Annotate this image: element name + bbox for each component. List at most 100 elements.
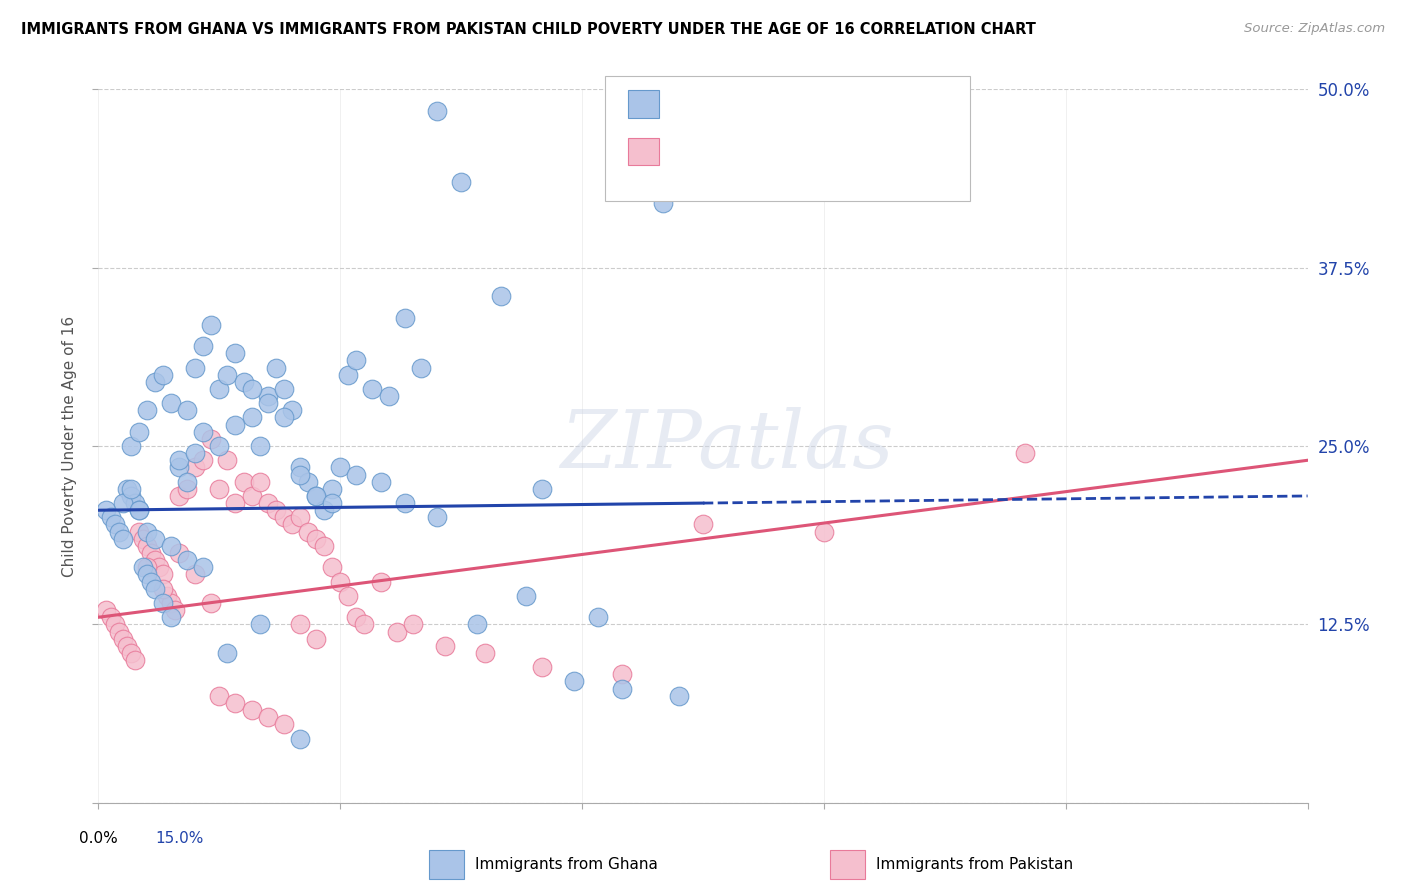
Text: Immigrants from Ghana: Immigrants from Ghana xyxy=(475,857,658,871)
Point xyxy=(224,696,246,710)
Point xyxy=(232,475,254,489)
Point xyxy=(111,496,134,510)
Point xyxy=(135,524,157,539)
Point xyxy=(139,546,162,560)
Point xyxy=(143,532,166,546)
Point xyxy=(103,517,125,532)
Point xyxy=(562,674,585,689)
Point xyxy=(321,496,343,510)
Point xyxy=(240,489,263,503)
Point xyxy=(256,496,278,510)
Point xyxy=(124,496,146,510)
Point xyxy=(491,289,513,303)
Point xyxy=(240,703,263,717)
Point xyxy=(132,560,155,574)
Point xyxy=(176,403,198,417)
Point xyxy=(288,510,311,524)
Point xyxy=(651,196,673,211)
Point xyxy=(264,503,287,517)
Point xyxy=(314,503,336,517)
Point xyxy=(297,524,319,539)
Point xyxy=(143,582,166,596)
Point xyxy=(813,524,835,539)
Point xyxy=(361,382,384,396)
Point xyxy=(120,482,142,496)
Point xyxy=(184,567,207,582)
Point xyxy=(249,439,271,453)
Y-axis label: Child Poverty Under the Age of 16: Child Poverty Under the Age of 16 xyxy=(62,316,77,576)
Point xyxy=(217,646,239,660)
Point xyxy=(160,610,183,624)
Point xyxy=(152,596,174,610)
Point xyxy=(668,689,690,703)
Point xyxy=(344,610,367,624)
Point xyxy=(100,610,122,624)
Point xyxy=(385,624,408,639)
Point xyxy=(217,368,239,382)
Point xyxy=(321,482,343,496)
Point xyxy=(314,539,336,553)
Point xyxy=(530,482,553,496)
Text: Immigrants from Pakistan: Immigrants from Pakistan xyxy=(876,857,1073,871)
Text: IMMIGRANTS FROM GHANA VS IMMIGRANTS FROM PAKISTAN CHILD POVERTY UNDER THE AGE OF: IMMIGRANTS FROM GHANA VS IMMIGRANTS FROM… xyxy=(21,22,1036,37)
Point xyxy=(288,617,311,632)
Point xyxy=(402,617,425,632)
Point xyxy=(111,632,134,646)
Point xyxy=(426,103,449,118)
Point xyxy=(297,475,319,489)
Point xyxy=(200,596,222,610)
Point xyxy=(612,681,634,696)
Point xyxy=(305,489,328,503)
Point xyxy=(288,467,311,482)
Point xyxy=(329,460,352,475)
Point xyxy=(152,567,174,582)
Point xyxy=(200,432,222,446)
Point xyxy=(273,510,295,524)
Point xyxy=(394,496,416,510)
Point xyxy=(111,532,134,546)
Point xyxy=(288,731,311,746)
Point xyxy=(409,360,432,375)
Point xyxy=(450,175,472,189)
Point xyxy=(305,489,328,503)
Point xyxy=(132,532,155,546)
Point xyxy=(96,503,118,517)
Point xyxy=(120,439,142,453)
Point xyxy=(184,460,207,475)
Point xyxy=(692,517,714,532)
Point xyxy=(256,710,278,724)
Point xyxy=(344,353,367,368)
Point xyxy=(148,560,170,574)
Text: R =  0.231   N = 64: R = 0.231 N = 64 xyxy=(671,140,862,158)
Point xyxy=(139,574,162,589)
Point xyxy=(256,389,278,403)
Point xyxy=(184,360,207,375)
Point xyxy=(163,603,186,617)
Point xyxy=(264,360,287,375)
Point xyxy=(156,589,179,603)
Point xyxy=(1014,446,1036,460)
Point xyxy=(152,582,174,596)
Point xyxy=(240,382,263,396)
Point xyxy=(465,617,488,632)
Point xyxy=(135,539,157,553)
Point xyxy=(184,446,207,460)
Point xyxy=(160,539,183,553)
Point xyxy=(273,382,295,396)
Point xyxy=(96,603,118,617)
Point xyxy=(281,403,304,417)
Point xyxy=(249,617,271,632)
Point xyxy=(305,632,328,646)
Point xyxy=(128,503,150,517)
Point xyxy=(176,475,198,489)
Point xyxy=(176,482,198,496)
Point xyxy=(434,639,457,653)
Point xyxy=(426,510,449,524)
Point xyxy=(344,467,367,482)
Point xyxy=(143,375,166,389)
Point xyxy=(124,653,146,667)
Point xyxy=(321,560,343,574)
Point xyxy=(273,717,295,731)
Text: R = 0.027   N = 87: R = 0.027 N = 87 xyxy=(671,93,855,111)
Point xyxy=(120,646,142,660)
